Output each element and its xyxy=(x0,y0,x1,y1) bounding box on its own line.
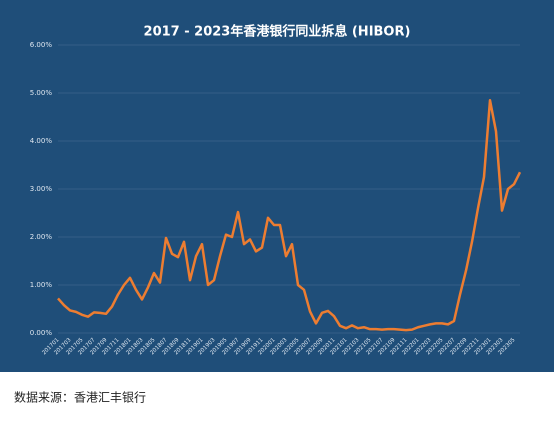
y-tick-label: 3.00% xyxy=(30,185,53,193)
y-tick-label: 0.00% xyxy=(30,329,53,337)
y-tick-label: 4.00% xyxy=(30,137,53,145)
y-tick-label: 6.00% xyxy=(30,41,53,49)
data-line xyxy=(57,98,522,332)
chart-title: 2017 - 2023年香港银行同业拆息 (HIBOR) xyxy=(144,24,411,40)
y-tick-label: 5.00% xyxy=(30,89,53,97)
y-tick-label: 1.00% xyxy=(30,281,53,289)
y-tick-label: 2.00% xyxy=(30,233,53,241)
chart-background xyxy=(0,0,554,372)
source-note: 数据来源：香港汇丰银行 xyxy=(14,390,146,405)
